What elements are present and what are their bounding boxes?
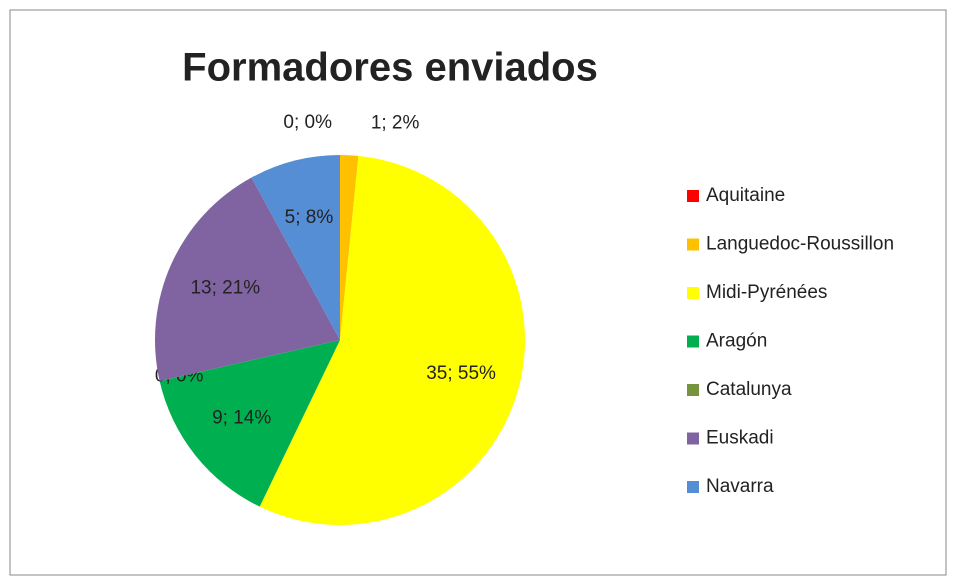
data-label: 0; 0%: [283, 112, 332, 133]
legend-swatch: [687, 481, 699, 493]
legend-label: Languedoc-Roussillon: [706, 234, 894, 255]
legend-label: Aquitaine: [706, 185, 785, 206]
pie-slice: [159, 340, 340, 507]
legend-swatch: [687, 384, 699, 396]
data-label: 35; 55%: [426, 363, 496, 384]
data-label: 9; 14%: [212, 407, 271, 428]
legend-swatch: [687, 335, 699, 348]
legend-label: Midi-Pyrénées: [706, 282, 827, 303]
legend-label: Navarra: [706, 476, 774, 497]
chart-title: Formadores enviados: [182, 46, 598, 90]
legend-label: Aragón: [706, 331, 767, 352]
pie-slice: [251, 155, 340, 340]
data-label: 1; 2%: [371, 112, 420, 133]
pie-slice: [155, 177, 340, 382]
legend-swatch: [687, 432, 699, 445]
legend-label: Catalunya: [706, 379, 792, 400]
data-label: 5; 8%: [285, 207, 334, 228]
legend-swatch: [687, 190, 699, 202]
pie-slice: [340, 155, 359, 340]
legend-label: Euskadi: [706, 428, 774, 449]
pie-slice: [259, 155, 525, 525]
data-label: 13; 21%: [190, 277, 260, 298]
legend-swatch: [687, 287, 699, 299]
legend-swatch: [687, 238, 699, 251]
